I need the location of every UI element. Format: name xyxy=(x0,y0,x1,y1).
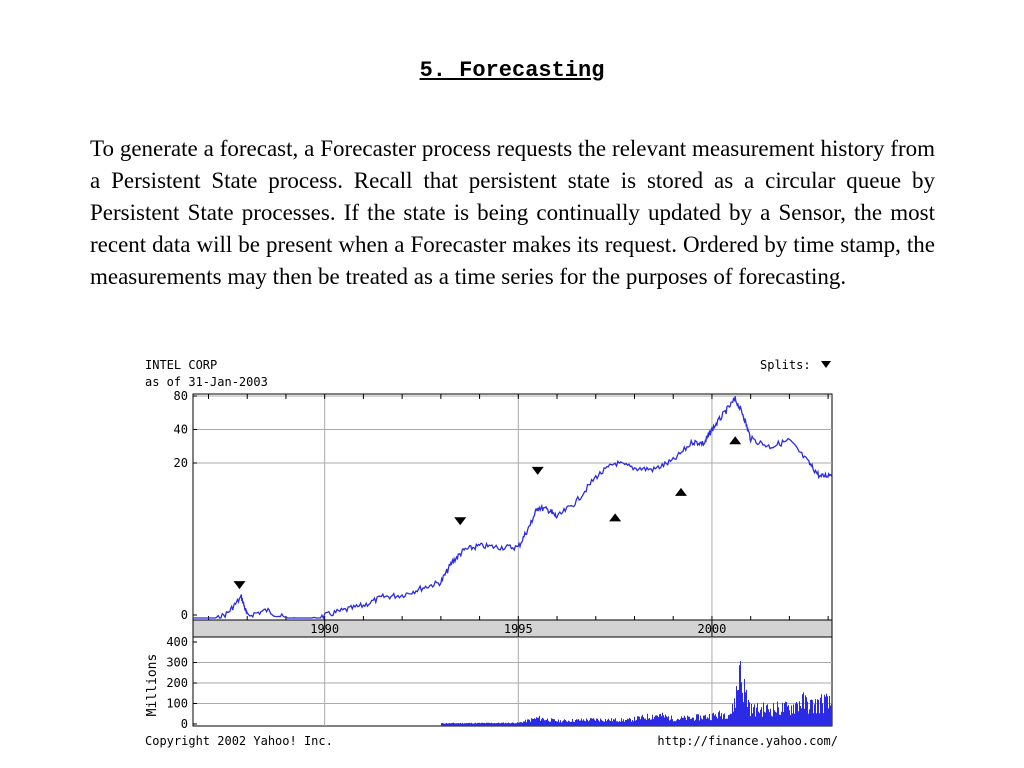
copyright-text: Copyright 2002 Yahoo! Inc. xyxy=(145,734,333,748)
price-y-tick-label: 40 xyxy=(174,423,188,437)
volume-y-tick-label: 100 xyxy=(166,697,188,711)
split-marker xyxy=(609,513,622,522)
price-y-tick-label: 0 xyxy=(181,608,188,622)
split-marker xyxy=(531,466,544,475)
split-marker xyxy=(454,517,467,526)
volume-axis-label: Millions xyxy=(145,654,160,717)
splits-label: Splits: xyxy=(760,358,811,372)
split-marker xyxy=(729,436,742,445)
volume-bars xyxy=(441,661,832,726)
figure-company: INTEL CORP xyxy=(145,358,217,372)
volume-y-tick-label: 200 xyxy=(166,676,188,690)
price-y-tick-label: 20 xyxy=(174,456,188,470)
volume-y-ticks: 0 100 200 300 400 xyxy=(166,635,197,731)
volume-chart: 0 100 200 300 400 Millions xyxy=(145,635,833,731)
price-chart: 0 20 40 80 xyxy=(174,389,833,622)
volume-y-tick-label: 300 xyxy=(166,656,188,670)
price-line xyxy=(193,396,833,620)
price-y-tick-label: 80 xyxy=(174,389,188,403)
date-axis-labels: 1990 1995 2000 xyxy=(310,620,726,637)
volume-y-tick-label: 400 xyxy=(166,635,188,649)
split-markers xyxy=(233,436,742,590)
price-y-ticks: 0 20 40 80 xyxy=(174,389,197,622)
volume-y-tick-label: 0 xyxy=(181,717,188,731)
splits-dropdown-icon[interactable] xyxy=(821,361,831,368)
source-url[interactable]: http://finance.yahoo.com/ xyxy=(657,734,838,748)
volume-plot-area xyxy=(192,636,833,727)
price-plot-area xyxy=(192,393,833,621)
split-marker xyxy=(674,487,687,496)
section-title: 5. Forecasting xyxy=(419,58,605,83)
volume-grid xyxy=(193,637,832,726)
date-axis-strip: 1990 1995 2000 xyxy=(192,619,833,638)
section-paragraph: To generate a forecast, a Forecaster pro… xyxy=(90,136,935,289)
price-grid xyxy=(193,394,832,620)
split-marker xyxy=(233,581,246,590)
figure-as-of: as of 31-Jan-2003 xyxy=(145,375,268,389)
